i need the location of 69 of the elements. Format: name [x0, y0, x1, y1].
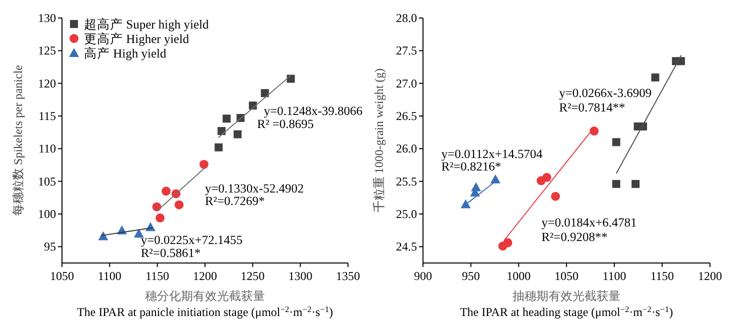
y-tick-label: 24.5 — [396, 240, 417, 254]
point — [590, 126, 599, 136]
point — [156, 213, 165, 222]
y-axis-title: 每穗粒数 Spikelets per panicle — [11, 65, 25, 216]
point — [490, 174, 500, 184]
annotation: R²=0.8216* — [441, 159, 502, 174]
x-tick-label: 1150 — [146, 269, 170, 283]
y-tick-label: 110 — [38, 142, 56, 156]
point — [651, 73, 660, 82]
point — [162, 186, 171, 196]
x-tick-label: 1000 — [506, 269, 531, 283]
annotation: R²=0.9208** — [541, 230, 608, 244]
x-tick-label: 1200 — [193, 269, 217, 283]
point — [218, 127, 226, 136]
point — [471, 182, 481, 192]
point — [632, 180, 640, 188]
annotation: R²=0.5861* — [140, 246, 201, 260]
annotation: y=0.0225x+72.1455 — [140, 233, 242, 248]
annotation: y=0.1330x-52.4902 — [205, 182, 304, 196]
point — [260, 89, 269, 98]
point — [612, 180, 620, 188]
point — [234, 130, 242, 138]
annotation: R² =0.8695 — [257, 116, 314, 131]
y-axis-title: 千粒重 1000-grain weight (g) — [372, 68, 386, 213]
y-tick-label: 27.0 — [396, 76, 417, 90]
y-tick-label: 28.0 — [396, 11, 417, 25]
point — [214, 143, 223, 152]
y-tick-label: 26.0 — [396, 142, 417, 156]
y-tick-label: 26.5 — [396, 109, 417, 123]
y-tick-label: 100 — [38, 207, 56, 221]
point — [612, 138, 620, 146]
x-tick-label: 1050 — [50, 269, 74, 283]
y-tick-label: 130 — [38, 11, 56, 25]
x-tick-label: 1150 — [650, 269, 674, 283]
y-tick-label: 120 — [38, 76, 56, 90]
point — [503, 238, 512, 248]
point — [286, 74, 295, 83]
annotation: y=0.0184x+6.4781 — [541, 216, 637, 230]
point — [551, 192, 560, 201]
point — [199, 160, 208, 169]
x-tick-label: 950 — [462, 269, 480, 283]
x-tick-label: 1350 — [336, 269, 360, 283]
annotation: y=0.0266x-3.6909 — [559, 86, 652, 100]
y-tick-label: 27.5 — [396, 44, 417, 58]
point — [174, 200, 184, 210]
y-tick-label: 95 — [44, 240, 56, 254]
point — [460, 199, 471, 208]
annotation: R²=0.7814** — [559, 100, 626, 114]
y-tick-label: 125 — [38, 44, 56, 58]
point — [542, 172, 552, 182]
y-tick-label: 25.5 — [396, 174, 417, 188]
y-tick-label: 105 — [38, 174, 56, 188]
x-tick-label: 1100 — [602, 269, 626, 283]
x-tick-label: 1200 — [698, 269, 722, 283]
x-tick-label: 1300 — [288, 269, 312, 283]
x-tick-label: 1100 — [98, 269, 122, 283]
legend-label: 高产 High yield — [84, 46, 167, 60]
x-tick-label: 1250 — [240, 269, 265, 283]
x-tick-label: 900 — [414, 269, 432, 283]
annotation: y=0.0112x+14.5704 — [441, 146, 544, 161]
legend-label: 更高产 Higher yield — [84, 31, 190, 46]
point — [222, 114, 231, 123]
y-tick-label: 115 — [38, 109, 56, 123]
annotation: y=0.1248x-39.8066 — [264, 104, 363, 118]
x-axis-title: 抽穗期有效光截获量 The IPAR at heading stage (μmol$^{−2}$·m$^{−2}$·s$^{−1}$) — [460, 289, 674, 319]
y-tick-label: 25.0 — [396, 207, 417, 221]
x-axis-title: 穗分化期有效光截获量 The IPAR at panicle initiation stage (μmol$^{−2}$·m$^{−2}$·s$^{−1}$) — [76, 289, 334, 319]
legend-label: 超高产 Super high yield — [84, 16, 210, 32]
x-tick-label: 1050 — [554, 269, 578, 283]
